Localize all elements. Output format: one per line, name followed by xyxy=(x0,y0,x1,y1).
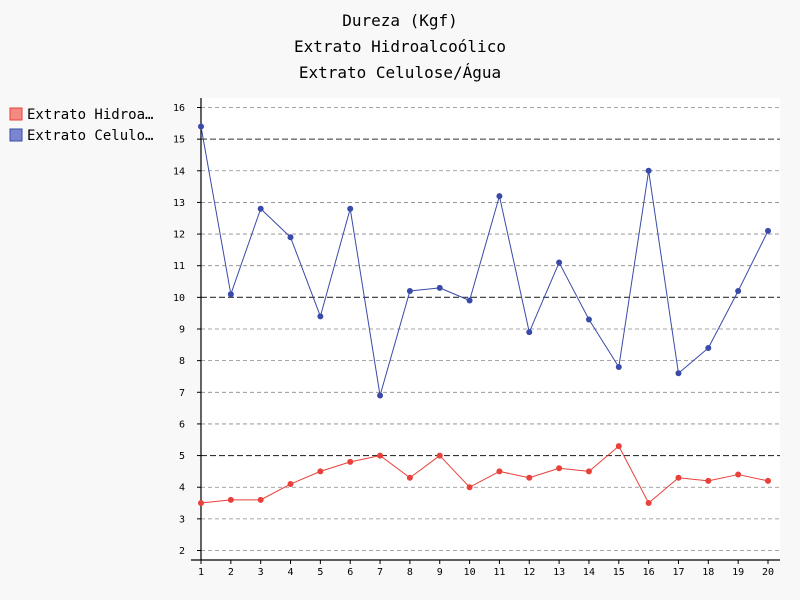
y-tick-label: 16 xyxy=(173,103,185,114)
data-point[interactable] xyxy=(436,284,443,291)
y-tick-label: 3 xyxy=(179,514,185,525)
data-point[interactable] xyxy=(406,288,413,295)
data-point[interactable] xyxy=(466,484,473,491)
data-point[interactable] xyxy=(645,500,652,507)
y-tick-label: 5 xyxy=(179,451,185,462)
data-point[interactable] xyxy=(257,205,264,212)
data-point[interactable] xyxy=(615,363,622,370)
x-tick-label: 11 xyxy=(493,567,505,578)
series-line xyxy=(200,445,769,504)
x-tick-label: 3 xyxy=(258,567,264,578)
data-point[interactable] xyxy=(466,297,473,304)
series-0 xyxy=(198,443,771,507)
y-tick-label: 2 xyxy=(179,546,185,557)
data-point[interactable] xyxy=(765,227,771,234)
data-point[interactable] xyxy=(347,458,354,465)
data-point[interactable] xyxy=(556,259,563,266)
x-tick-label: 9 xyxy=(437,567,443,578)
x-tick-label: 20 xyxy=(762,567,774,578)
data-point[interactable] xyxy=(645,167,652,174)
chart-subtitle-2: Extrato Celulose/Água xyxy=(299,63,501,82)
legend-item-hidroalcoolico[interactable]: Extrato Hidroa… xyxy=(9,107,153,123)
data-point[interactable] xyxy=(347,205,354,212)
x-tick-label: 8 xyxy=(407,567,413,578)
y-tick-label: 7 xyxy=(179,388,185,399)
data-point[interactable] xyxy=(705,344,712,351)
data-point[interactable] xyxy=(556,465,563,472)
x-tick-label: 18 xyxy=(702,567,714,578)
data-point[interactable] xyxy=(198,500,204,507)
x-tick-label: 1 xyxy=(198,567,204,578)
data-point[interactable] xyxy=(675,370,682,377)
legend-label-celulose: Extrato Celulo… xyxy=(27,128,153,144)
x-tick-label: 10 xyxy=(464,567,476,578)
x-tick-label: 17 xyxy=(672,567,684,578)
data-point[interactable] xyxy=(765,477,771,484)
x-tick-label: 13 xyxy=(553,567,565,578)
data-point[interactable] xyxy=(496,193,503,200)
x-tick-label: 14 xyxy=(583,567,595,578)
data-point[interactable] xyxy=(317,468,324,475)
data-point[interactable] xyxy=(526,329,533,336)
y-tick-label: 6 xyxy=(179,419,185,430)
x-tick-label: 15 xyxy=(613,567,625,578)
x-axis: 1 2 3 4 5 6 7 8 9 10 11 12 13 14 15 16 17 18 19 20 xyxy=(191,559,780,578)
legend-swatch-hidroalcoolico xyxy=(9,107,23,121)
chart-subtitle-1: Extrato Hidroalcoólico xyxy=(294,37,506,56)
chart-title: Dureza (Kgf) xyxy=(342,11,458,30)
legend-label-hidroalcoolico: Extrato Hidroa… xyxy=(27,107,153,123)
data-point[interactable] xyxy=(585,316,592,323)
y-tick-label: 8 xyxy=(179,356,185,367)
y-axis: 2 3 4 5 6 7 8 9 10 11 12 13 14 15 16 xyxy=(173,98,202,560)
data-point[interactable] xyxy=(227,496,234,503)
data-point[interactable] xyxy=(496,468,503,475)
grid-lines xyxy=(201,107,780,551)
series-line xyxy=(200,126,769,396)
x-tick-label: 5 xyxy=(317,567,323,578)
data-point[interactable] xyxy=(436,452,443,459)
y-tick-label: 14 xyxy=(173,166,185,177)
data-point[interactable] xyxy=(198,123,204,130)
y-tick-label: 11 xyxy=(173,261,185,272)
data-point[interactable] xyxy=(585,468,592,475)
y-tick-label: 4 xyxy=(179,483,185,494)
legend: Extrato Hidroa… Extrato Celulo… xyxy=(9,107,153,144)
data-point[interactable] xyxy=(377,452,384,459)
series-layer xyxy=(198,123,771,507)
data-point[interactable] xyxy=(675,474,682,481)
data-point[interactable] xyxy=(705,477,712,484)
data-point[interactable] xyxy=(406,474,413,481)
y-tick-label: 10 xyxy=(173,293,185,304)
chart-titles: Dureza (Kgf) Extrato Hidroalcoólico Extr… xyxy=(294,11,506,82)
data-point[interactable] xyxy=(377,392,384,399)
x-tick-label: 16 xyxy=(643,567,655,578)
y-tick-label: 9 xyxy=(179,325,185,336)
legend-swatch-celulose xyxy=(9,128,23,142)
y-tick-label: 13 xyxy=(173,198,185,209)
y-tick-label: 12 xyxy=(173,230,185,241)
x-tick-label: 7 xyxy=(377,567,383,578)
data-point[interactable] xyxy=(526,474,533,481)
x-tick-label: 6 xyxy=(347,567,353,578)
series-1 xyxy=(198,123,771,399)
data-point[interactable] xyxy=(735,288,742,295)
x-tick-label: 12 xyxy=(523,567,535,578)
data-point[interactable] xyxy=(735,471,742,478)
x-tick-label: 2 xyxy=(228,567,234,578)
data-point[interactable] xyxy=(227,291,234,298)
x-tick-label: 19 xyxy=(732,567,744,578)
y-tick-label: 15 xyxy=(173,135,185,146)
data-point[interactable] xyxy=(287,481,294,488)
data-point[interactable] xyxy=(257,496,264,503)
x-tick-label: 4 xyxy=(288,567,294,578)
data-point[interactable] xyxy=(615,443,622,450)
legend-item-celulose[interactable]: Extrato Celulo… xyxy=(9,128,153,144)
data-point[interactable] xyxy=(287,234,294,241)
data-point[interactable] xyxy=(317,313,324,320)
